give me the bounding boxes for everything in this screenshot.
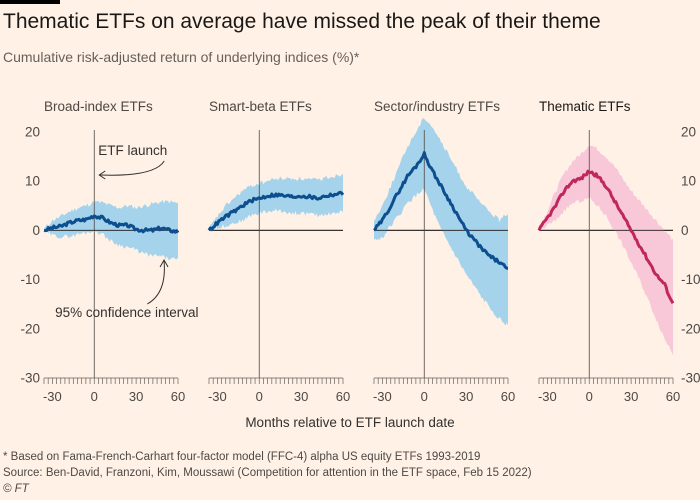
confidence-band — [539, 145, 673, 356]
footnote: * Based on Fama-French-Carhart four-fact… — [3, 451, 481, 463]
x-tick-label: 0 — [256, 389, 263, 404]
annotation-arrowhead — [159, 258, 169, 268]
x-tick-label: -30 — [538, 389, 557, 404]
y-tick-label-left: 20 — [25, 124, 40, 139]
confidence-band — [374, 118, 508, 326]
x-tick-label: 30 — [459, 389, 473, 404]
y-tick-label-right: -20 — [681, 321, 700, 336]
ft-top-bar — [0, 0, 60, 4]
annotation-etf-launch: ETF launch — [98, 143, 167, 158]
panel-title: Broad-index ETFs — [44, 99, 153, 114]
x-tick-label: 60 — [666, 389, 680, 404]
y-tick-label-right: 0 — [681, 223, 689, 238]
y-tick-label-right: -10 — [681, 272, 700, 287]
x-tick-label: -30 — [373, 389, 392, 404]
y-tick-label-right: -30 — [681, 371, 700, 386]
y-tick-label-left: -30 — [20, 371, 40, 386]
ft-credit: © FT — [3, 483, 29, 495]
x-tick-label: -30 — [208, 389, 227, 404]
source-note: Source: Ben-David, Franzoni, Kim, Moussa… — [3, 467, 532, 479]
series-line — [43, 214, 180, 234]
annotation-arrow — [147, 260, 165, 305]
chart-subtitle: Cumulative risk-adjusted return of under… — [3, 49, 360, 65]
y-tick-label-left: -20 — [20, 321, 40, 336]
chart-area: -30 0 30 60 Broad-index ETFs -30 0 30 60 Smart-be… — [20, 99, 700, 404]
y-tick-label-left: -10 — [20, 272, 40, 287]
series-line — [207, 190, 345, 232]
confidence-band — [209, 173, 343, 233]
panel-title: Smart-beta ETFs — [209, 99, 312, 114]
x-tick-label: 30 — [129, 389, 143, 404]
chart-title: Thematic ETFs on average have missed the… — [3, 10, 601, 33]
x-tick-label: 0 — [91, 389, 98, 404]
x-tick-label: 0 — [586, 389, 593, 404]
x-tick-label: 30 — [294, 389, 308, 404]
x-tick-label: 0 — [421, 389, 428, 404]
panel-title: Thematic ETFs — [539, 99, 631, 114]
x-tick-label: 60 — [336, 389, 350, 404]
annotation-arrow — [100, 160, 165, 176]
y-tick-label-right: 20 — [681, 124, 696, 139]
x-axis-label: Months relative to ETF launch date — [245, 415, 455, 430]
panel-title: Sector/industry ETFs — [374, 99, 500, 114]
annotation-arrowhead — [98, 170, 106, 180]
x-tick-label: -30 — [43, 389, 62, 404]
y-tick-label-left: 10 — [25, 174, 40, 189]
y-tick-label-left: 0 — [32, 223, 40, 238]
x-tick-label: 60 — [501, 389, 515, 404]
series-line — [537, 169, 675, 305]
series-line — [373, 151, 509, 270]
x-tick-label: 30 — [624, 389, 638, 404]
annotation-confidence: 95% confidence interval — [55, 305, 198, 320]
x-tick-label: 60 — [171, 389, 185, 404]
y-tick-label-right: 10 — [681, 174, 696, 189]
